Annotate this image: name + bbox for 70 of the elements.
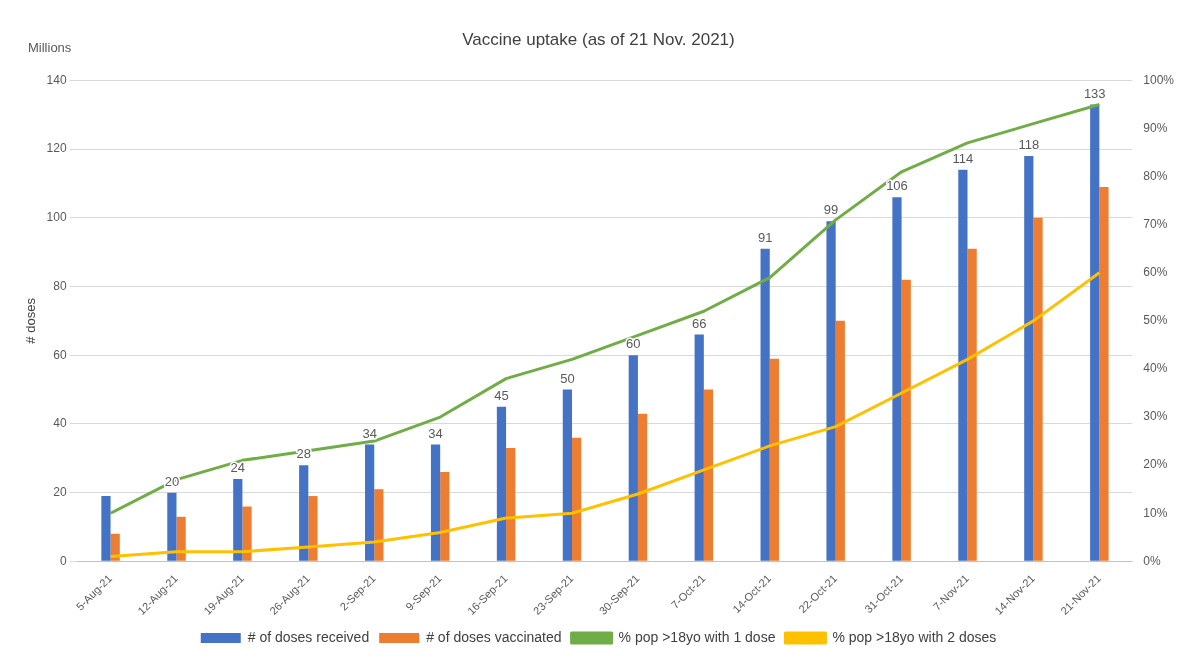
bar (440, 472, 450, 561)
bar (1099, 186, 1109, 561)
y2-tick-label: 30% (1143, 409, 1168, 424)
bar (167, 492, 177, 561)
y2-tick-label: 70% (1143, 217, 1168, 231)
bar (826, 221, 836, 561)
chart-title: Vaccine uptake (as of 21 Nov. 2021) (462, 29, 735, 49)
bar (496, 406, 507, 561)
bar (760, 248, 770, 561)
data-label: 91 (757, 229, 773, 245)
data-label: 50 (560, 370, 575, 386)
data-label: 99 (823, 202, 839, 218)
y-axis-title: # doses (23, 297, 39, 344)
bar (694, 334, 704, 561)
y2-tick-label: 20% (1143, 457, 1168, 472)
bar (769, 358, 779, 561)
text: Millions (28, 40, 72, 55)
bar (374, 489, 384, 561)
bar (1024, 155, 1034, 561)
y2-tick-label: 0% (1143, 553, 1161, 568)
data-label: 66 (691, 315, 707, 331)
y2-tick-label: 80% (1143, 168, 1168, 183)
legend-label: # of doses received (247, 628, 370, 645)
bar (1090, 104, 1100, 561)
data-label: 24 (230, 459, 246, 475)
data-label: 114 (952, 150, 974, 166)
y-tick-label: 20 (53, 484, 67, 499)
data-label: 133 (1083, 85, 1106, 101)
bar (176, 516, 186, 561)
bar (506, 447, 516, 561)
bar (572, 437, 582, 561)
bar (299, 465, 309, 561)
bar (967, 248, 977, 561)
y-tick-label: 140 (46, 72, 67, 87)
data-label: 45 (494, 387, 509, 403)
y2-tick-label: 100% (1143, 72, 1175, 87)
y-tick-label: 40 (53, 416, 67, 431)
bar (628, 355, 638, 561)
bar (1033, 217, 1043, 561)
bar (958, 169, 968, 561)
bar (703, 389, 714, 561)
bar (101, 496, 111, 561)
bar (835, 320, 845, 561)
bar (562, 389, 573, 561)
bar (637, 413, 648, 561)
bar (901, 279, 911, 561)
y2-tick-label: 50% (1143, 313, 1168, 328)
y-tick-label: 120 (46, 141, 67, 156)
legend-label: % pop >18yo with 1 dose (618, 628, 776, 645)
bar (242, 506, 252, 561)
data-label: 60 (626, 336, 641, 352)
y2-tick-label: 10% (1143, 505, 1168, 520)
data-label: 34 (428, 425, 443, 441)
data-label: 34 (362, 425, 377, 441)
data-label: 118 (1018, 137, 1040, 153)
y2-tick-label: 40% (1143, 361, 1168, 376)
y2-tick-label: 60% (1143, 265, 1168, 280)
y-tick-label: 60 (53, 347, 67, 362)
data-label: 106 (886, 178, 908, 194)
y-tick-label: 0 (59, 553, 67, 568)
bar (365, 444, 375, 561)
bar (892, 197, 902, 561)
legend-label: # of doses vaccinated (426, 628, 562, 645)
legend-label: % pop >18yo with 2 doses (832, 628, 997, 645)
bar (233, 478, 243, 561)
bar (308, 496, 318, 561)
y-tick-label: 80 (53, 278, 67, 293)
bar (430, 444, 441, 561)
y-tick-label: 100 (46, 210, 67, 225)
y2-tick-label: 90% (1143, 120, 1168, 135)
